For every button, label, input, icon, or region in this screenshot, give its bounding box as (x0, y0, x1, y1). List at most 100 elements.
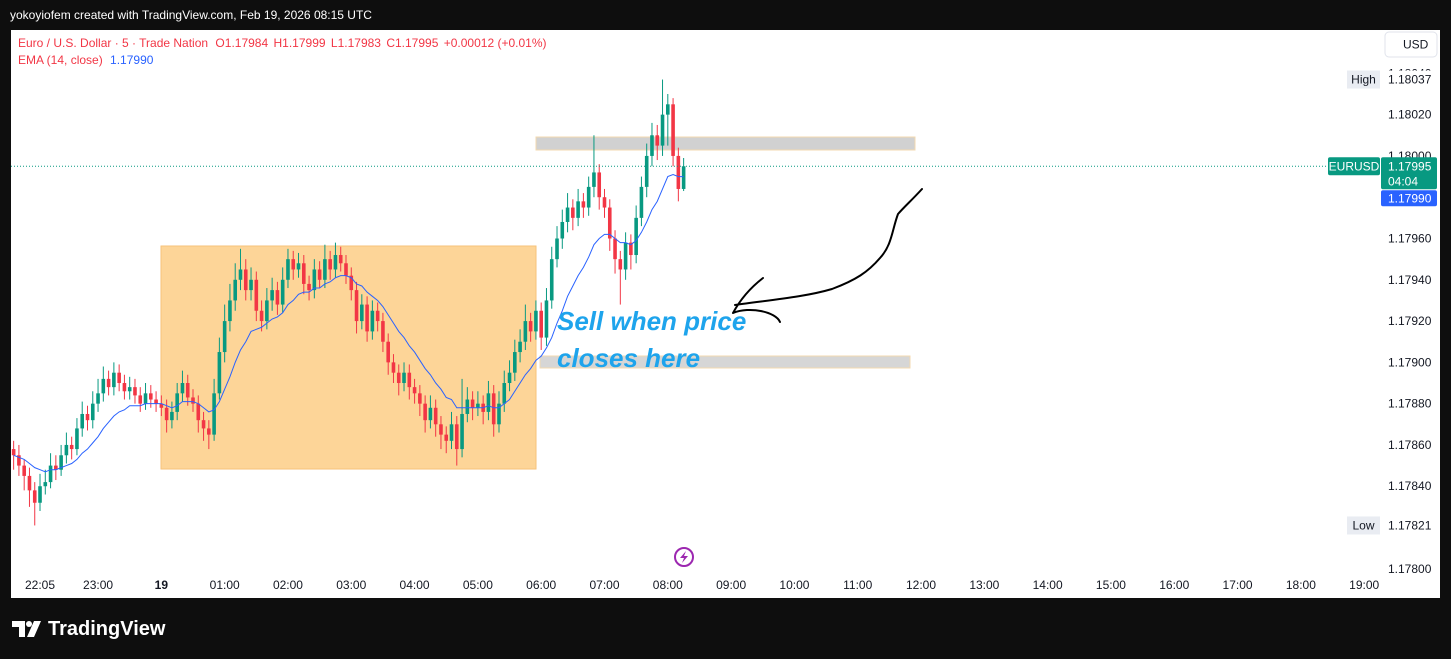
x-tick-label: 22:05 (25, 578, 55, 592)
x-tick-label: 12:00 (906, 578, 936, 592)
candle-body (597, 172, 602, 198)
price-tag-value: 1.17995 (1388, 159, 1432, 173)
axis-tags: 1.178001.178201.178401.178601.178801.179… (25, 66, 1437, 592)
x-tick-label: 09:00 (716, 578, 746, 592)
candle-body (180, 383, 185, 394)
ohlc-label: H (274, 36, 283, 50)
candle-body (560, 221, 565, 239)
candle-body (623, 242, 628, 270)
freehand-arrow (732, 188, 923, 323)
candle-body (217, 352, 222, 394)
candle-body (454, 424, 459, 450)
candle-body (228, 300, 232, 322)
y-tick-label: 1.17920 (1388, 314, 1432, 328)
plot (11, 79, 1380, 526)
candle-body (402, 372, 406, 384)
candle-body (544, 300, 549, 338)
legend-ema: EMA (14, close) 1.17990 (18, 53, 154, 67)
x-tick-label: 01:00 (210, 578, 240, 592)
candle-body (428, 407, 433, 421)
candle-body (407, 372, 412, 388)
candle-body (650, 135, 654, 156)
candle-body (127, 387, 132, 392)
resistance-zone (535, 136, 916, 151)
currency-button[interactable] (1384, 31, 1438, 58)
header-text: yokoyiofem created with TradingView.com,… (10, 8, 372, 22)
footer-text: TradingView (48, 618, 166, 640)
low-value: 1.17821 (1388, 518, 1432, 532)
candle-body (164, 407, 169, 421)
ohlc-label: L (331, 36, 338, 50)
x-tick-label: 06:00 (526, 578, 556, 592)
ema-value: 1.17990 (110, 53, 154, 67)
ema-tag-bg (1381, 190, 1437, 207)
candle-body (317, 269, 322, 280)
candle-body (249, 279, 253, 291)
candle-body (607, 207, 612, 239)
candle-body (576, 201, 580, 218)
candle-body (17, 455, 21, 466)
candle-body (48, 465, 53, 483)
candle-body (280, 279, 285, 305)
currency-label[interactable]: USD (1403, 38, 1429, 52)
y-tick-label: 1.17960 (1388, 232, 1432, 246)
candle-body (439, 424, 443, 435)
candle-body (502, 383, 507, 404)
candle-body (64, 444, 69, 456)
candle-body (349, 275, 354, 291)
x-tick-label: 19 (155, 578, 169, 592)
candle-body (275, 290, 280, 305)
candle-body (185, 383, 190, 398)
candle-body (143, 393, 148, 404)
candle-body (381, 321, 385, 342)
candle-body (581, 201, 586, 208)
symbol-tag-bg (1328, 157, 1380, 176)
candle-body (323, 259, 327, 280)
candle-body (38, 486, 42, 503)
high-tag-label: High (1351, 73, 1376, 87)
ohlc-value: 1.17984 (225, 36, 269, 50)
candle-body (592, 172, 596, 187)
candle-body (117, 372, 121, 384)
candle-body (286, 259, 290, 280)
candle-body (85, 413, 90, 421)
ema-line (13, 173, 684, 473)
logo-mark (12, 621, 25, 637)
ema-tag-value: 1.17990 (1388, 191, 1432, 205)
x-tick-label: 07:00 (589, 578, 619, 592)
low-tag-label: Low (1352, 518, 1374, 532)
symbol-title[interactable]: Euro / U.S. Dollar · 5 · Trade Nation (18, 36, 208, 50)
y-tick-label: 1.18020 (1388, 108, 1432, 122)
x-tick-label: 11:00 (843, 578, 872, 592)
candle-body (586, 186, 591, 208)
candle-body (391, 362, 396, 373)
candle-body (629, 242, 633, 256)
candle-body (54, 465, 58, 470)
event-icon-bolt (680, 551, 688, 563)
x-tick-label: 05:00 (463, 578, 493, 592)
ema-name[interactable]: EMA (14, close) (18, 53, 103, 67)
candle-body (602, 197, 607, 208)
candle-body (365, 304, 369, 332)
ohlc-value: 1.17995 (395, 36, 439, 50)
candle-body (513, 352, 517, 373)
high-value: 1.18037 (1388, 73, 1432, 87)
candle-body (333, 255, 338, 270)
candle-body (528, 321, 533, 332)
candle-body (170, 411, 174, 421)
y-tick-label: 1.17800 (1388, 562, 1432, 576)
candle-body (539, 310, 543, 338)
candle-body (90, 403, 95, 421)
candle-body (354, 290, 359, 322)
candle-body (59, 455, 63, 470)
y-tick-label: 1.17880 (1388, 397, 1432, 411)
candle-body (497, 403, 501, 425)
candle-body (344, 263, 348, 276)
candle-body (507, 372, 512, 384)
candle-body (43, 482, 48, 487)
x-tick-label: 10:00 (779, 578, 809, 592)
candle-body (491, 393, 496, 425)
candle-body (238, 269, 243, 280)
x-tick-label: 23:00 (83, 578, 113, 592)
